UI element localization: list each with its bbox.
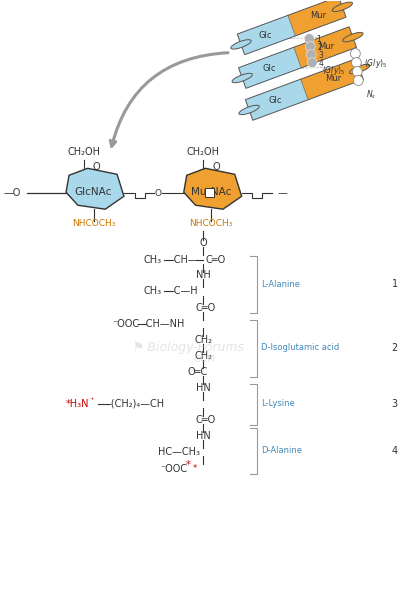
Bar	[206, 188, 214, 197]
Text: NHCOCH₃: NHCOCH₃	[72, 219, 115, 228]
Ellipse shape	[232, 73, 252, 83]
Text: CH₂OH: CH₂OH	[187, 148, 220, 157]
Text: 4: 4	[319, 59, 324, 68]
Text: *: *	[192, 464, 197, 473]
Text: HN: HN	[196, 383, 211, 393]
Text: D-Alanine: D-Alanine	[261, 446, 302, 455]
Text: *: *	[185, 460, 190, 470]
Text: —O: —O	[4, 188, 21, 198]
Text: L-Alanine: L-Alanine	[261, 280, 300, 289]
Text: CH₂OH: CH₂OH	[67, 148, 100, 157]
Text: —C—H: —C—H	[165, 286, 199, 296]
Ellipse shape	[332, 2, 353, 11]
Text: O: O	[212, 163, 220, 172]
Text: Mur: Mur	[318, 43, 334, 52]
Text: ⚑ Biology-Forums: ⚑ Biology-Forums	[134, 341, 244, 355]
Text: 4: 4	[392, 446, 398, 455]
Text: 2: 2	[392, 343, 398, 353]
Text: HC—CH₃: HC—CH₃	[158, 446, 200, 457]
Text: C═O: C═O	[195, 415, 215, 425]
Text: $(Gly)_5$: $(Gly)_5$	[322, 64, 346, 77]
Text: —CH—NH: —CH—NH	[137, 319, 185, 329]
Text: .COM: .COM	[192, 355, 215, 364]
Ellipse shape	[239, 105, 259, 115]
Text: —(CH₂)₄—CH: —(CH₂)₄—CH	[101, 399, 164, 409]
Text: Glc: Glc	[269, 95, 282, 104]
Text: 1: 1	[316, 35, 321, 44]
Text: 3: 3	[392, 399, 398, 409]
Text: NH: NH	[196, 270, 211, 280]
Circle shape	[307, 58, 317, 68]
Circle shape	[305, 34, 314, 44]
Text: C═O: C═O	[205, 255, 225, 265]
Ellipse shape	[231, 40, 251, 49]
Text: L-Lysine: L-Lysine	[261, 399, 295, 408]
Text: $N_\varepsilon$: $N_\varepsilon$	[366, 88, 376, 101]
Ellipse shape	[349, 64, 370, 74]
Text: CH₃: CH₃	[143, 286, 162, 296]
Polygon shape	[288, 0, 346, 36]
Polygon shape	[238, 47, 301, 88]
Circle shape	[305, 41, 315, 52]
Text: —: —	[278, 188, 288, 198]
Text: ⁺: ⁺	[89, 396, 94, 405]
Text: Mur: Mur	[310, 11, 326, 20]
Text: Glc: Glc	[259, 31, 272, 40]
Polygon shape	[301, 59, 363, 100]
Circle shape	[353, 76, 363, 85]
Polygon shape	[237, 16, 296, 55]
Polygon shape	[66, 169, 124, 209]
Text: CH₂: CH₂	[194, 335, 212, 345]
Text: Mur: Mur	[325, 74, 341, 83]
Text: C═O: C═O	[195, 303, 215, 313]
Text: O: O	[200, 238, 207, 248]
Text: ⁻OOC: ⁻OOC	[112, 319, 139, 329]
Ellipse shape	[343, 32, 363, 42]
Text: O: O	[155, 189, 162, 198]
Text: 2: 2	[317, 43, 322, 52]
Circle shape	[351, 49, 360, 59]
Text: —CH—: —CH—	[165, 255, 199, 265]
Text: 1: 1	[392, 279, 398, 289]
Polygon shape	[184, 169, 242, 209]
Text: CH₂: CH₂	[194, 351, 212, 361]
Text: GlcNAc: GlcNAc	[75, 187, 112, 197]
Text: MurNAc: MurNAc	[191, 187, 231, 197]
Circle shape	[353, 67, 362, 77]
Text: CH₃: CH₃	[143, 255, 162, 265]
Text: NHCOCH₃: NHCOCH₃	[189, 219, 233, 228]
Text: O: O	[92, 163, 100, 172]
Text: D-Isoglutamic acid: D-Isoglutamic acid	[261, 343, 339, 352]
Text: Glc: Glc	[262, 64, 275, 73]
Text: $(Gly)_5$: $(Gly)_5$	[364, 56, 388, 70]
Polygon shape	[245, 79, 308, 120]
Text: ⁻OOC: ⁻OOC	[160, 464, 187, 473]
Polygon shape	[294, 27, 356, 68]
Circle shape	[351, 58, 361, 68]
Text: *H₃N: *H₃N	[66, 399, 90, 409]
Text: 3: 3	[318, 51, 323, 60]
Text: HN: HN	[196, 431, 211, 440]
Text: O═C: O═C	[187, 367, 208, 377]
Circle shape	[306, 50, 316, 59]
